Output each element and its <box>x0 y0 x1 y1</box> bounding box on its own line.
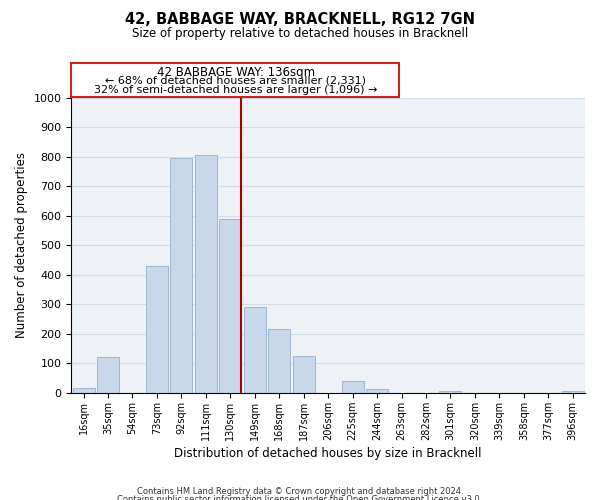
Bar <box>73 388 95 393</box>
Bar <box>341 380 364 393</box>
Bar <box>219 218 241 393</box>
Text: Contains public sector information licensed under the Open Government Licence v3: Contains public sector information licen… <box>118 495 482 500</box>
Bar <box>562 391 584 393</box>
Bar <box>170 158 193 393</box>
Text: 42 BABBAGE WAY: 136sqm: 42 BABBAGE WAY: 136sqm <box>157 66 315 78</box>
Bar <box>439 391 461 393</box>
Bar <box>97 358 119 393</box>
X-axis label: Distribution of detached houses by size in Bracknell: Distribution of detached houses by size … <box>175 447 482 460</box>
Y-axis label: Number of detached properties: Number of detached properties <box>15 152 28 338</box>
Bar <box>268 330 290 393</box>
Text: 32% of semi-detached houses are larger (1,096) →: 32% of semi-detached houses are larger (… <box>94 85 377 95</box>
Text: Size of property relative to detached houses in Bracknell: Size of property relative to detached ho… <box>132 28 468 40</box>
Bar <box>244 308 266 393</box>
Bar <box>366 389 388 393</box>
Bar <box>293 356 314 393</box>
FancyBboxPatch shape <box>71 63 399 97</box>
Text: ← 68% of detached houses are smaller (2,331): ← 68% of detached houses are smaller (2,… <box>105 76 366 86</box>
Bar <box>195 155 217 393</box>
Text: 42, BABBAGE WAY, BRACKNELL, RG12 7GN: 42, BABBAGE WAY, BRACKNELL, RG12 7GN <box>125 12 475 28</box>
Text: Contains HM Land Registry data © Crown copyright and database right 2024.: Contains HM Land Registry data © Crown c… <box>137 488 463 496</box>
Bar <box>146 266 168 393</box>
